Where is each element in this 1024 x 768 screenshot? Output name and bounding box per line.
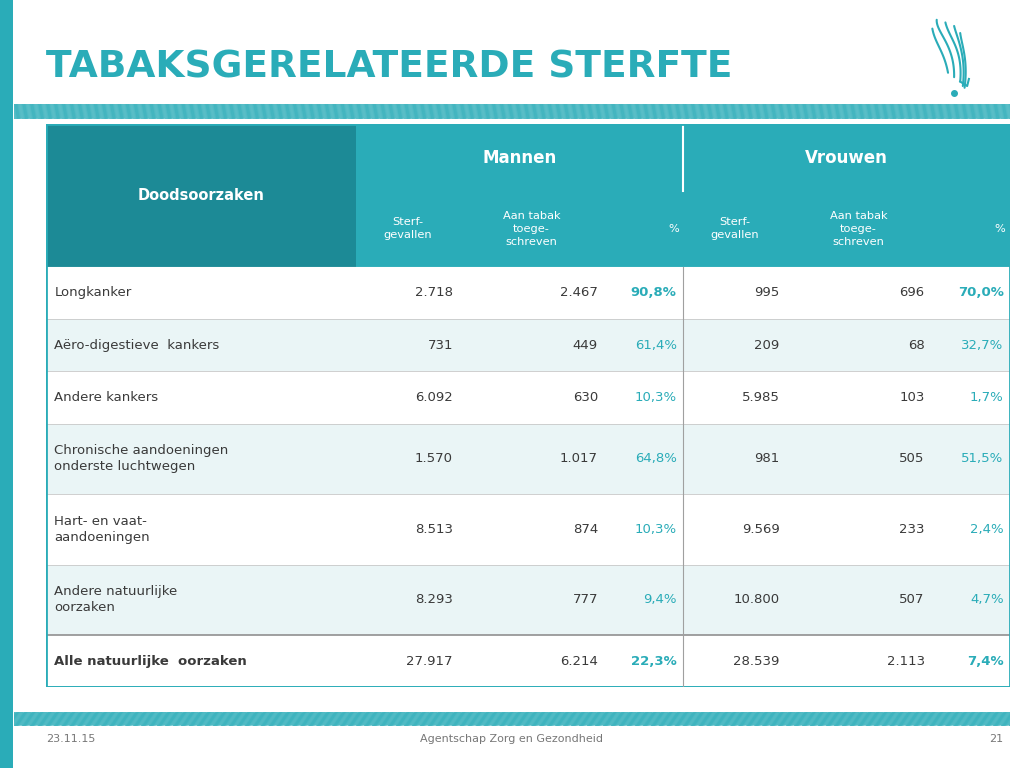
Text: 70,0%: 70,0% (957, 286, 1004, 300)
Text: 2,4%: 2,4% (970, 523, 1004, 536)
Text: 10.800: 10.800 (733, 594, 779, 607)
Text: Doodsoorzaken: Doodsoorzaken (137, 188, 264, 203)
Text: 9,4%: 9,4% (643, 594, 677, 607)
Text: 1.017: 1.017 (560, 452, 598, 465)
Text: Aan tabak
toege-
schreven: Aan tabak toege- schreven (503, 211, 560, 247)
Text: Longkanker: Longkanker (54, 286, 131, 300)
Bar (46, 371, 1010, 424)
Text: 2.718: 2.718 (415, 286, 453, 300)
Bar (46, 494, 1010, 564)
Text: 32,7%: 32,7% (962, 339, 1004, 352)
Text: 9.569: 9.569 (742, 523, 779, 536)
Text: 90,8%: 90,8% (631, 286, 677, 300)
Text: 7,4%: 7,4% (967, 655, 1004, 667)
Text: 449: 449 (572, 339, 598, 352)
Text: 23.11.15: 23.11.15 (46, 733, 95, 744)
Bar (46, 564, 1010, 635)
Text: Vrouwen: Vrouwen (805, 149, 888, 167)
Text: Alle natuurlijke  oorzaken: Alle natuurlijke oorzaken (54, 655, 247, 667)
Text: 1,7%: 1,7% (970, 391, 1004, 404)
Text: Andere kankers: Andere kankers (54, 391, 159, 404)
Text: 777: 777 (572, 594, 598, 607)
Text: 981: 981 (755, 452, 779, 465)
Bar (46, 124, 356, 266)
Bar (46, 424, 1010, 494)
Text: Agentschap Zorg en Gezondheid: Agentschap Zorg en Gezondheid (421, 733, 603, 744)
Text: 209: 209 (755, 339, 779, 352)
Text: 22,3%: 22,3% (631, 655, 677, 667)
Text: Chronische aandoeningen
onderste luchtwegen: Chronische aandoeningen onderste luchtwe… (54, 445, 228, 473)
Bar (46, 635, 1010, 687)
Text: 731: 731 (427, 339, 453, 352)
Text: Sterf-
gevallen: Sterf- gevallen (710, 217, 759, 240)
Text: 630: 630 (572, 391, 598, 404)
Text: Hart- en vaat-
aandoeningen: Hart- en vaat- aandoeningen (54, 515, 150, 544)
Text: 6.092: 6.092 (415, 391, 453, 404)
Text: Sterf-
gevallen: Sterf- gevallen (383, 217, 432, 240)
Bar (46, 266, 1010, 319)
Text: 28.539: 28.539 (733, 655, 779, 667)
Bar (46, 124, 1010, 190)
Text: 27.917: 27.917 (407, 655, 453, 667)
Text: 8.293: 8.293 (415, 594, 453, 607)
Text: 507: 507 (899, 594, 925, 607)
Text: 2.467: 2.467 (560, 286, 598, 300)
Text: 4,7%: 4,7% (970, 594, 1004, 607)
Text: 1.570: 1.570 (415, 452, 453, 465)
Text: 10,3%: 10,3% (635, 523, 677, 536)
Text: 103: 103 (899, 391, 925, 404)
Text: 10,3%: 10,3% (635, 391, 677, 404)
Text: Andere natuurlijke
oorzaken: Andere natuurlijke oorzaken (54, 585, 177, 614)
Text: 8.513: 8.513 (415, 523, 453, 536)
Text: Aëro-digestieve  kankers: Aëro-digestieve kankers (54, 339, 219, 352)
Bar (46, 319, 1010, 371)
Text: 21: 21 (989, 733, 1004, 744)
Text: 696: 696 (900, 286, 925, 300)
Text: 64,8%: 64,8% (635, 452, 677, 465)
Text: %: % (668, 223, 679, 233)
Text: 233: 233 (899, 523, 925, 536)
Text: 68: 68 (908, 339, 925, 352)
Text: 995: 995 (755, 286, 779, 300)
Text: 2.113: 2.113 (887, 655, 925, 667)
Text: Mannen: Mannen (482, 149, 557, 167)
Text: 6.214: 6.214 (560, 655, 598, 667)
Text: 5.985: 5.985 (741, 391, 779, 404)
Bar (356, 190, 1010, 266)
Text: 505: 505 (899, 452, 925, 465)
Text: %: % (995, 223, 1006, 233)
Text: 51,5%: 51,5% (962, 452, 1004, 465)
Text: 874: 874 (572, 523, 598, 536)
Text: Aan tabak
toege-
schreven: Aan tabak toege- schreven (829, 211, 887, 247)
Text: 61,4%: 61,4% (635, 339, 677, 352)
Text: TABAKSGERELATEERDE STERFTE: TABAKSGERELATEERDE STERFTE (46, 50, 732, 86)
